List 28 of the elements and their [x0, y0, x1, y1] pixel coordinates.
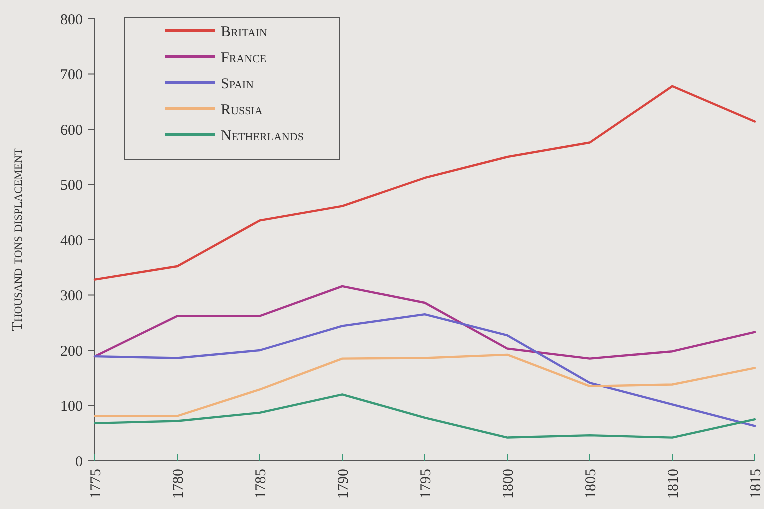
- y-tick-label: 0: [76, 454, 83, 470]
- y-tick-label: 400: [60, 233, 83, 250]
- x-tick-label: 1815: [748, 469, 764, 499]
- x-tick-label: 1800: [500, 469, 517, 499]
- y-tick-label: 500: [60, 178, 83, 194]
- line-series: [94, 354, 756, 418]
- legend-label: Britain: [221, 24, 268, 40]
- x-tick-label: 1810: [666, 469, 682, 499]
- y-tick-label: 100: [60, 399, 83, 415]
- legend-label: Spain: [221, 76, 254, 92]
- x-tick-label: 1790: [336, 469, 352, 499]
- x-tick-label: 1795: [418, 469, 434, 499]
- line-series: [94, 285, 756, 360]
- line-series: [94, 394, 756, 439]
- legend-label: France: [221, 50, 267, 66]
- y-axis-title: Thousand tons displacement: [10, 148, 26, 332]
- y-tick-label: 800: [60, 12, 83, 28]
- y-tick-label: 700: [60, 68, 83, 84]
- y-tick-label: 300: [60, 288, 83, 304]
- legend-label: Netherlands: [221, 128, 304, 144]
- x-tick-label: 1775: [88, 469, 104, 499]
- x-tick-label: 1780: [170, 469, 187, 499]
- x-tick-label: 1785: [253, 469, 270, 499]
- legend-label: Russia: [221, 102, 263, 118]
- y-tick-label: 200: [60, 344, 83, 360]
- line-series: [94, 313, 756, 428]
- y-tick-label: 600: [60, 122, 83, 139]
- x-tick-label: 1805: [583, 469, 600, 499]
